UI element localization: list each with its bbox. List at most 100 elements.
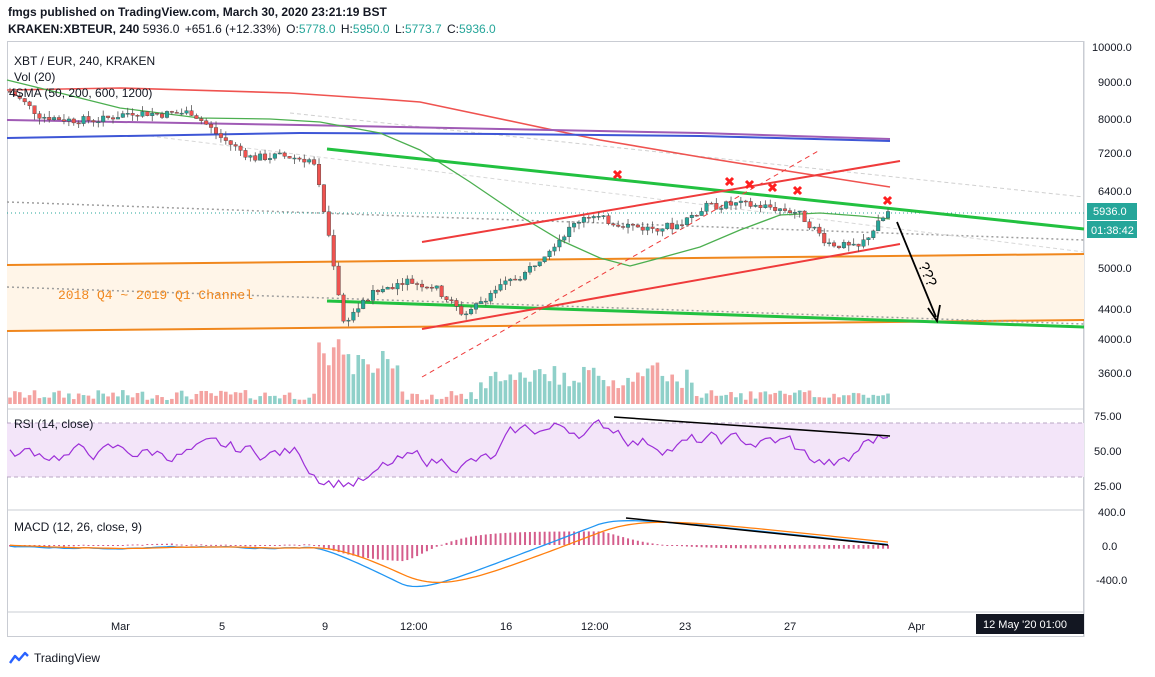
- volume-bar: [596, 375, 601, 404]
- volume-bar: [341, 354, 346, 404]
- candle-body: [410, 278, 415, 284]
- volume-bar: [449, 391, 454, 404]
- candle-body: [709, 202, 714, 205]
- candle-body: [145, 111, 150, 116]
- candle-body: [714, 203, 719, 210]
- candle-body: [557, 239, 562, 248]
- candle-body: [856, 243, 861, 247]
- macd-histogram-bar: [337, 545, 340, 553]
- macd-histogram-bar: [430, 545, 433, 549]
- volume-bar: [636, 372, 640, 404]
- volume-bar: [528, 381, 532, 404]
- symbol-line: KRAKEN:XBTEUR, 240: [8, 22, 140, 36]
- candle-body: [101, 115, 106, 123]
- macd-histogram-bar: [720, 545, 723, 548]
- volume-bar: [802, 392, 807, 404]
- candle-body: [782, 208, 787, 211]
- volume-bar: [670, 374, 674, 404]
- macd-histogram-bar: [867, 545, 870, 549]
- macd-histogram-bar: [887, 545, 889, 549]
- macd-histogram-bar: [690, 545, 693, 547]
- macd-histogram-bar: [445, 542, 448, 545]
- volume-bar: [871, 394, 876, 404]
- volume-bar: [150, 398, 155, 404]
- candle-body: [228, 140, 233, 145]
- volume-bar: [52, 392, 56, 404]
- candle-body: [802, 210, 807, 223]
- macd-histogram-bar: [710, 545, 713, 548]
- volume-bar: [743, 399, 748, 404]
- macd-histogram-bar: [769, 545, 772, 549]
- volume-bar: [714, 395, 719, 404]
- volume-bar: [778, 390, 782, 404]
- volume-bar: [498, 381, 503, 404]
- macd-histogram-bar: [470, 536, 473, 545]
- volume-bar: [96, 390, 101, 404]
- sma-600-line: [6, 87, 891, 188]
- candle-body: [861, 239, 866, 247]
- sma-200-line: [6, 131, 891, 142]
- macd-histogram-bar: [210, 544, 213, 546]
- volume-bar: [292, 398, 297, 404]
- volume-bar: [876, 395, 880, 404]
- legend-vol: Vol (20): [14, 70, 55, 84]
- candle-body: [214, 127, 219, 134]
- macd-histogram-bar: [774, 545, 777, 549]
- candle-body: [851, 243, 856, 246]
- macd-histogram-bar: [882, 545, 885, 549]
- macd-histogram-bar: [548, 531, 551, 545]
- candle-body: [743, 200, 748, 203]
- rsi-tick-75: 75.00: [1094, 411, 1122, 423]
- candle-body: [684, 217, 689, 225]
- macd-histogram-bar: [53, 545, 56, 546]
- candle-body: [424, 286, 429, 289]
- volume-bar: [91, 398, 96, 404]
- macd-histogram-bar: [573, 531, 576, 545]
- candle-body: [542, 256, 547, 263]
- volume-bar: [513, 379, 518, 404]
- arrow-head: [927, 304, 941, 324]
- macd-histogram-bar: [342, 545, 345, 554]
- volume-bar: [827, 397, 831, 404]
- volume-bar: [57, 390, 61, 404]
- volume-bar: [361, 359, 365, 404]
- volume-bar: [170, 398, 174, 404]
- volume-bar: [763, 391, 768, 404]
- candle-body: [164, 111, 169, 118]
- volume-bar: [425, 399, 429, 404]
- volume-bar: [336, 339, 341, 404]
- candle-body: [204, 120, 209, 125]
- volume-bar: [675, 381, 679, 404]
- macd-histogram-bar: [828, 545, 831, 549]
- macd-histogram-bar: [764, 545, 767, 549]
- macd-histogram-bar: [627, 538, 630, 545]
- macd-histogram-bar: [744, 545, 747, 549]
- volume-bar: [116, 396, 120, 404]
- volume-bar: [224, 391, 228, 404]
- candle-body: [184, 110, 189, 114]
- candle-body: [753, 204, 758, 207]
- rising-channel-bottom: [421, 243, 901, 330]
- candle-body: [846, 242, 851, 246]
- volume-bar: [660, 375, 665, 404]
- rising-channel-dashed: [421, 149, 821, 378]
- volume-bar: [586, 370, 591, 404]
- candle-body: [400, 283, 405, 285]
- volume-bar: [807, 390, 812, 404]
- rsi-divergence-line: [613, 416, 891, 437]
- candle-body: [390, 287, 395, 290]
- volume-bar: [680, 387, 684, 404]
- candle-body: [488, 292, 493, 302]
- macd-histogram-bar: [58, 545, 61, 547]
- macd-histogram-bar: [651, 543, 654, 545]
- candle-body: [518, 279, 523, 281]
- macd-histogram-bar: [793, 545, 796, 549]
- candle-body: [508, 278, 513, 282]
- macd-histogram-bar: [357, 545, 360, 557]
- candle-body: [822, 233, 827, 244]
- candle-body: [351, 311, 356, 321]
- close-value: 5936.0: [459, 22, 496, 36]
- price-tick-5000: 5000.0: [1098, 263, 1132, 275]
- macd-histogram-bar: [259, 545, 262, 546]
